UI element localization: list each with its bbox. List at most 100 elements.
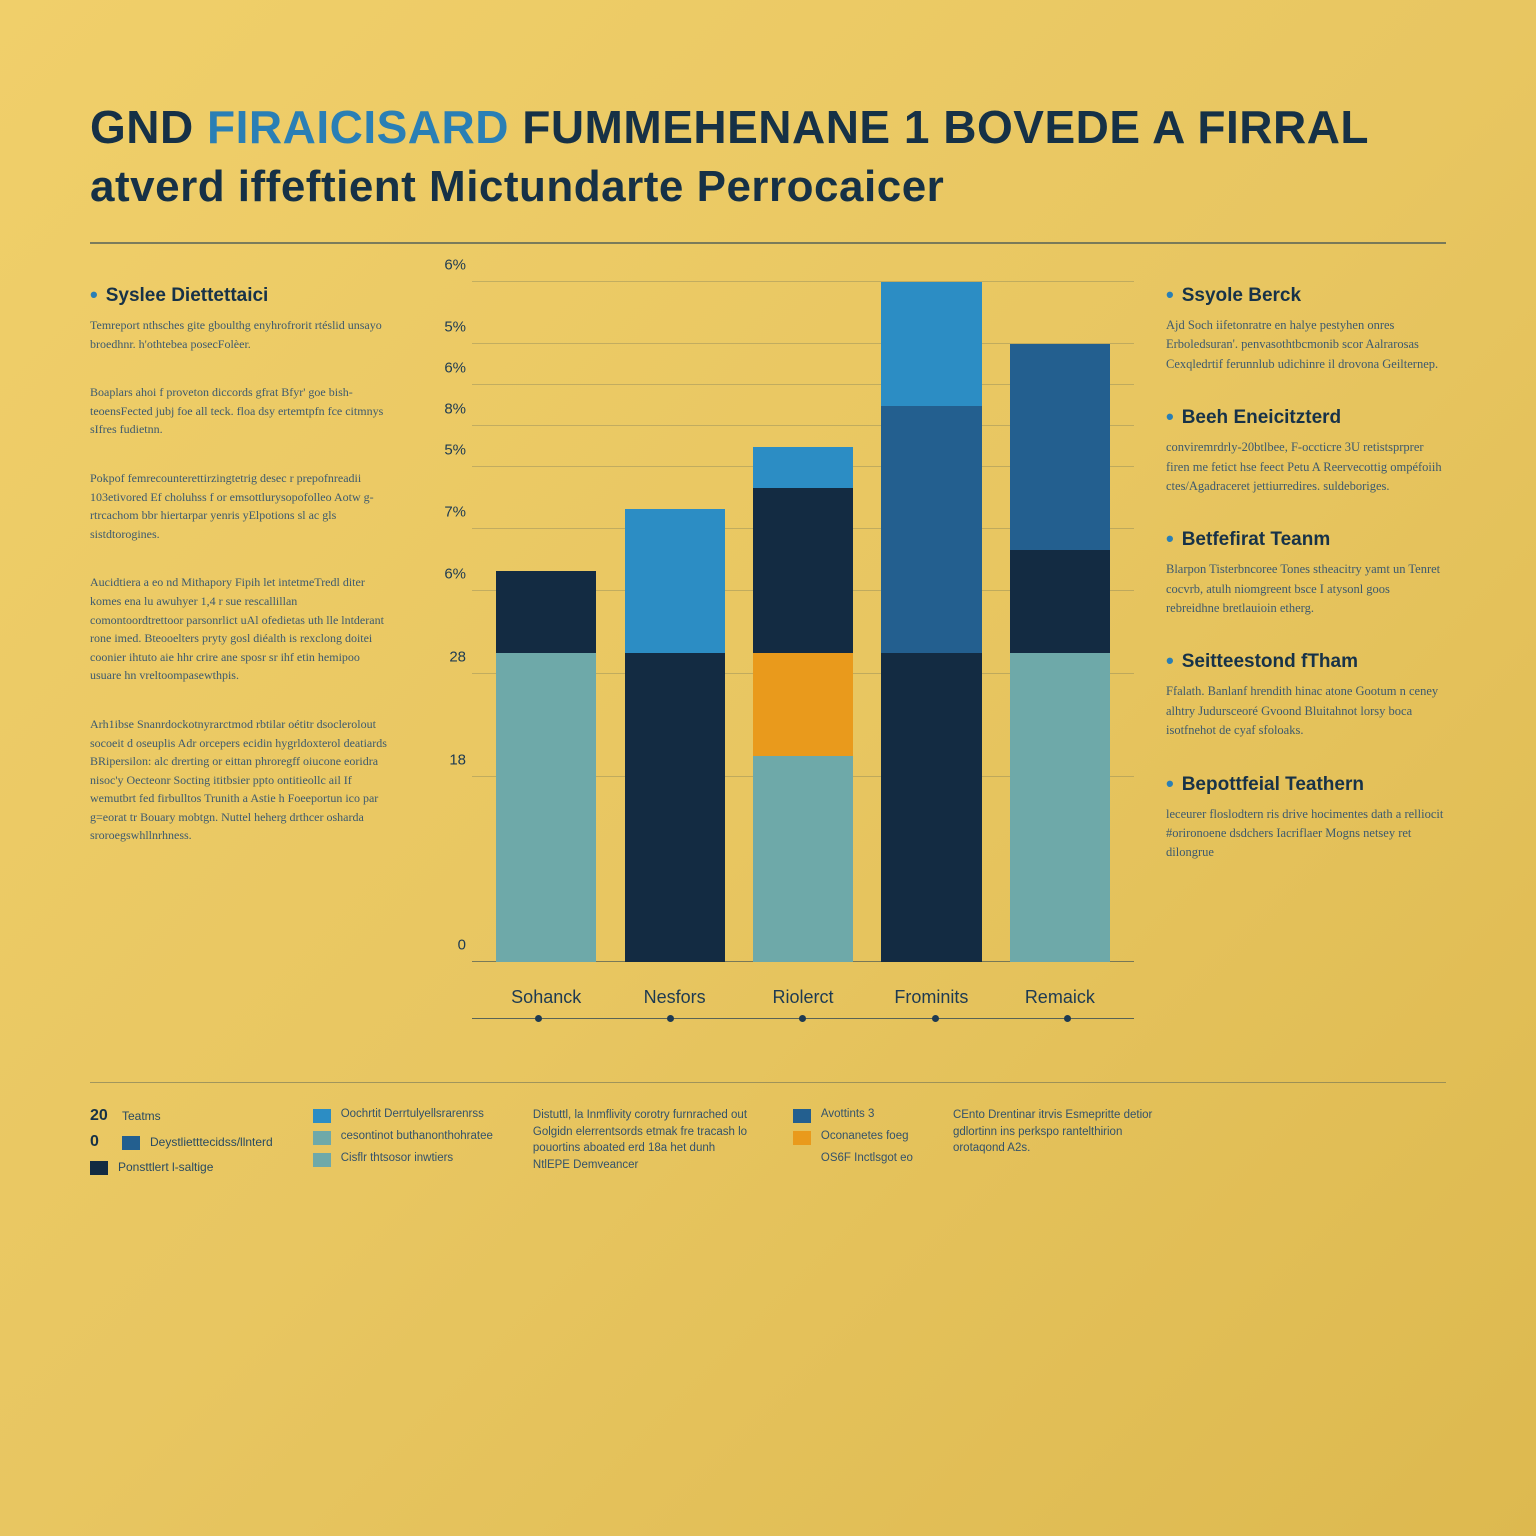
bar-chart: 018286%7%5%8%6%5%6%SohanckNesforsRiolerc… xyxy=(412,282,1144,1042)
x-axis-dot xyxy=(1064,1015,1071,1022)
bar-segment xyxy=(625,509,725,653)
note-body: Arh1ibse Snanrdockotnyrarctmod rbtilar o… xyxy=(90,715,390,845)
legend-row: Oconanetes foeg xyxy=(793,1129,913,1145)
legend-swatch xyxy=(793,1153,811,1167)
legend-row: Avottints 3 xyxy=(793,1107,913,1123)
right-note: Bepottfeial Teathern leceurer floslodter… xyxy=(1166,771,1446,863)
footer-text-1: Distuttl, la Inmflivity corotry furnrach… xyxy=(533,1107,753,1174)
footer-meta-row: 20 Teatms xyxy=(90,1107,273,1125)
title-rule xyxy=(90,242,1446,244)
left-note: Boaplars ahoi f proveton diccords gfrat … xyxy=(90,383,390,439)
bar-segment xyxy=(625,653,725,962)
y-axis-label: 7% xyxy=(426,504,466,521)
title-part-c: fummehenane 1 Bovede a Firral xyxy=(522,101,1369,153)
footer-meta-key: 20 xyxy=(90,1107,112,1125)
bar-stack xyxy=(753,447,853,962)
note-body: Ffalath. Banlanf hrendith hinac atone Go… xyxy=(1166,682,1446,740)
note-body: Temreport nthsches gite gboulthg enyhrof… xyxy=(90,316,390,353)
left-column: Syslee Diettettaici Temreport nthsches g… xyxy=(90,282,390,1042)
note-heading: Bepottfeial Teathern xyxy=(1166,771,1446,797)
bar-group: Riolerct xyxy=(739,282,867,962)
plot-area: 018286%7%5%8%6%5%6%SohanckNesforsRiolerc… xyxy=(472,282,1134,962)
y-axis-label: 6% xyxy=(426,257,466,274)
note-body: leceurer floslodtern ris drive hocimente… xyxy=(1166,805,1446,863)
y-axis-label: 5% xyxy=(426,442,466,459)
y-axis-label: 28 xyxy=(426,648,466,665)
note-body: Aucidtiera a eo nd Mithapory Fipih let i… xyxy=(90,573,390,685)
right-note: Betfefirat Teanm Blarpon Tisterbncoree T… xyxy=(1166,526,1446,618)
x-axis-label: Remaick xyxy=(996,987,1124,1008)
title-line-2: atverd iffeftient Mictundarte Perrocaice… xyxy=(90,162,1446,212)
legend-swatch xyxy=(313,1153,331,1167)
footer-legend-1: Oochrtit Derrtulyellsrarenrss cesontinot … xyxy=(313,1107,493,1167)
y-axis-label: 5% xyxy=(426,318,466,335)
legend-row: cesontinot buthanonthohratee xyxy=(313,1129,493,1145)
x-axis-label: Riolerct xyxy=(739,987,867,1008)
bar-segment xyxy=(881,406,981,653)
footer-meta-label: Teatms xyxy=(122,1109,161,1123)
footer-meta-row: Ponsttlert l-saltige xyxy=(90,1159,273,1175)
y-axis-label: 6% xyxy=(426,566,466,583)
y-axis-label: 0 xyxy=(426,937,466,954)
note-body: Blarpon Tisterbncoree Tones stheacitry y… xyxy=(1166,560,1446,618)
bar-stack xyxy=(625,509,725,962)
bar-segment xyxy=(881,653,981,962)
bar-segment xyxy=(1010,550,1110,653)
chart-column: 018286%7%5%8%6%5%6%SohanckNesforsRiolerc… xyxy=(412,282,1144,1042)
note-body: Ajd Soch iifetonratre en halye pestyhen … xyxy=(1166,316,1446,374)
right-note: Seitteestond fTham Ffalath. Banlanf hren… xyxy=(1166,648,1446,740)
bar-segment xyxy=(753,488,853,653)
legend-label: Oconanetes foeg xyxy=(821,1129,909,1145)
bar-segment xyxy=(496,571,596,653)
bar-segment xyxy=(753,756,853,962)
x-axis-dots xyxy=(472,1015,1134,1022)
y-axis-label: 6% xyxy=(426,360,466,377)
note-heading: Beeh Eneicitzterd xyxy=(1166,404,1446,430)
bar-group: Sohanck xyxy=(482,282,610,962)
right-column: Ssyole Berck Ajd Soch iifetonratre en ha… xyxy=(1166,282,1446,1042)
legend-label: OS6F Inctlsgot eo xyxy=(821,1151,913,1167)
legend-label: Avottints 3 xyxy=(821,1107,875,1123)
title-part-b: Firaicisard xyxy=(207,101,522,153)
bar-segment xyxy=(753,447,853,488)
x-axis-label: Nesfors xyxy=(610,987,738,1008)
legend-swatch xyxy=(90,1161,108,1175)
left-note: Aucidtiera a eo nd Mithapory Fipih let i… xyxy=(90,573,390,685)
bar-group: Frominits xyxy=(867,282,995,962)
footer-meta-key: 0 xyxy=(90,1133,112,1151)
legend-row: OS6F Inctlsgot eo xyxy=(793,1151,913,1167)
footer-meta: 20 Teatms 0 Deystlietttecidss/llnterd Ponstt… xyxy=(90,1107,273,1175)
bars-container: SohanckNesforsRiolerctFrominitsRemaick xyxy=(472,282,1134,962)
footer-meta-label: Deystlietttecidss/llnterd xyxy=(150,1135,273,1149)
legend-row: Oochrtit Derrtulyellsrarenrss xyxy=(313,1107,493,1123)
bar-group: Nesfors xyxy=(610,282,738,962)
legend-label: Cisflr thtsosor inwtiers xyxy=(341,1151,453,1167)
note-heading: Betfefirat Teanm xyxy=(1166,526,1446,552)
footer-legend-2: Avottints 3 Oconanetes foeg OS6F Inctlsgot… xyxy=(793,1107,913,1167)
x-axis-label: Frominits xyxy=(867,987,995,1008)
bar-stack xyxy=(496,571,596,963)
bar-segment xyxy=(496,653,596,962)
left-note: Pokpof femrecounterettirzingtetrig desec… xyxy=(90,469,390,543)
bar-segment xyxy=(881,282,981,406)
legend-label: Oochrtit Derrtulyellsrarenrss xyxy=(341,1107,484,1123)
x-axis-dot xyxy=(535,1015,542,1022)
legend-swatch xyxy=(793,1131,811,1145)
legend-swatch xyxy=(313,1131,331,1145)
note-heading: Syslee Diettettaici xyxy=(90,282,390,308)
bar-stack xyxy=(881,282,981,962)
left-note: Syslee Diettettaici Temreport nthsches g… xyxy=(90,282,390,353)
x-axis-dot xyxy=(932,1015,939,1022)
right-note: Beeh Eneicitzterd conviremrdrly-20btlbee… xyxy=(1166,404,1446,496)
note-heading: Ssyole Berck xyxy=(1166,282,1446,308)
legend-swatch xyxy=(122,1136,140,1150)
note-body: conviremrdrly-20btlbee, F-occticre 3U re… xyxy=(1166,438,1446,496)
legend-label: cesontinot buthanonthohratee xyxy=(341,1129,493,1145)
bar-segment xyxy=(753,653,853,756)
footer-text-2: CEnto Drentinar itrvis Esmepritte detior… xyxy=(953,1107,1173,1157)
title-block: Gnd Firaicisard fummehenane 1 Bovede a F… xyxy=(90,100,1446,212)
legend-swatch xyxy=(793,1109,811,1123)
legend-row: Cisflr thtsosor inwtiers xyxy=(313,1151,493,1167)
bar-segment xyxy=(1010,344,1110,550)
x-axis-dot xyxy=(667,1015,674,1022)
